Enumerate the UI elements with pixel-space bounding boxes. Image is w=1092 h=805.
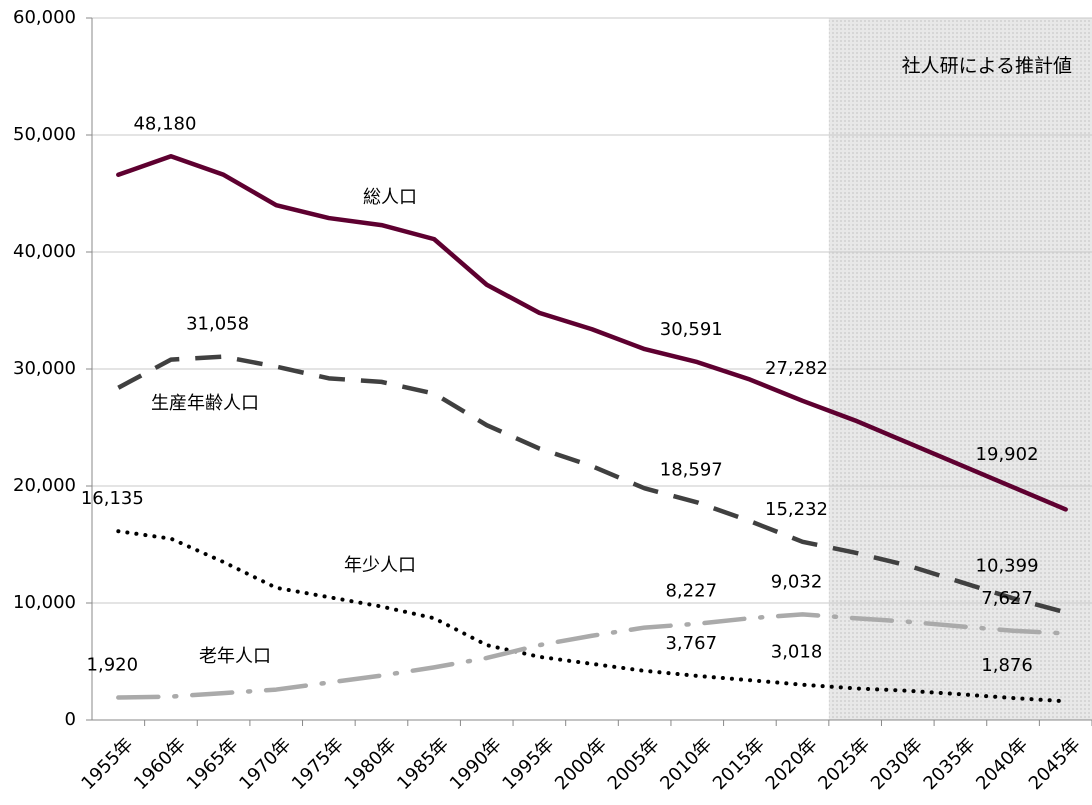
x-tick-label: 2020年	[762, 734, 822, 794]
data-label: 27,282	[765, 358, 828, 379]
x-tick-label: 2000年	[551, 734, 611, 794]
y-tick-label: 50,000	[13, 124, 76, 145]
x-tick-label: 1995年	[498, 734, 558, 794]
series-label: 年少人口	[344, 555, 416, 576]
x-tick-label: 1975年	[288, 734, 348, 794]
y-tick-label: 30,000	[13, 358, 76, 379]
x-tick-label: 2025年	[814, 734, 874, 794]
series-line	[116, 154, 1068, 512]
series-label: 老年人口	[199, 646, 271, 667]
x-tick-label: 2040年	[972, 734, 1032, 794]
data-label: 3,018	[771, 642, 823, 663]
x-tick-label: 2010年	[656, 734, 716, 794]
data-label: 18,597	[660, 459, 723, 480]
x-tick-label: 2030年	[867, 734, 927, 794]
x-tick-label: 1990年	[446, 734, 506, 794]
y-tick-label: 40,000	[13, 241, 76, 262]
series-label: 生産年齢人口	[151, 393, 259, 414]
x-tick-label: 1980年	[341, 734, 401, 794]
x-tick-label: 2015年	[709, 734, 769, 794]
data-label: 9,032	[771, 571, 823, 592]
series-line	[116, 612, 1068, 700]
x-tick-label: 1970年	[235, 734, 295, 794]
x-tick-label: 1965年	[183, 734, 243, 794]
y-tick-label: 60,000	[13, 7, 76, 28]
y-tick-label: 0	[65, 709, 76, 730]
data-label: 31,058	[186, 314, 249, 335]
data-label: 10,399	[976, 555, 1039, 576]
x-tick-label: 2045年	[1025, 734, 1085, 794]
x-tick-label: 1955年	[77, 734, 137, 794]
data-label: 7,627	[981, 588, 1033, 609]
x-tick-label: 2005年	[604, 734, 664, 794]
y-tick-label: 10,000	[13, 592, 76, 613]
data-label: 8,227	[665, 581, 717, 602]
series-label: 総人口	[363, 187, 417, 208]
data-label: 19,902	[976, 444, 1039, 465]
data-label: 16,135	[81, 488, 144, 509]
annotation: 社人研による推計値	[902, 55, 1072, 77]
x-tick-label: 2035年	[920, 734, 980, 794]
data-label: 3,767	[665, 633, 717, 654]
data-label: 1,920	[87, 655, 139, 676]
data-label: 15,232	[765, 499, 828, 520]
x-tick-label: 1985年	[393, 734, 453, 794]
data-label: 1,876	[981, 655, 1033, 676]
y-tick-label: 20,000	[13, 475, 76, 496]
data-label: 48,180	[133, 113, 196, 134]
x-tick-label: 1960年	[130, 734, 190, 794]
data-label: 30,591	[660, 319, 723, 340]
